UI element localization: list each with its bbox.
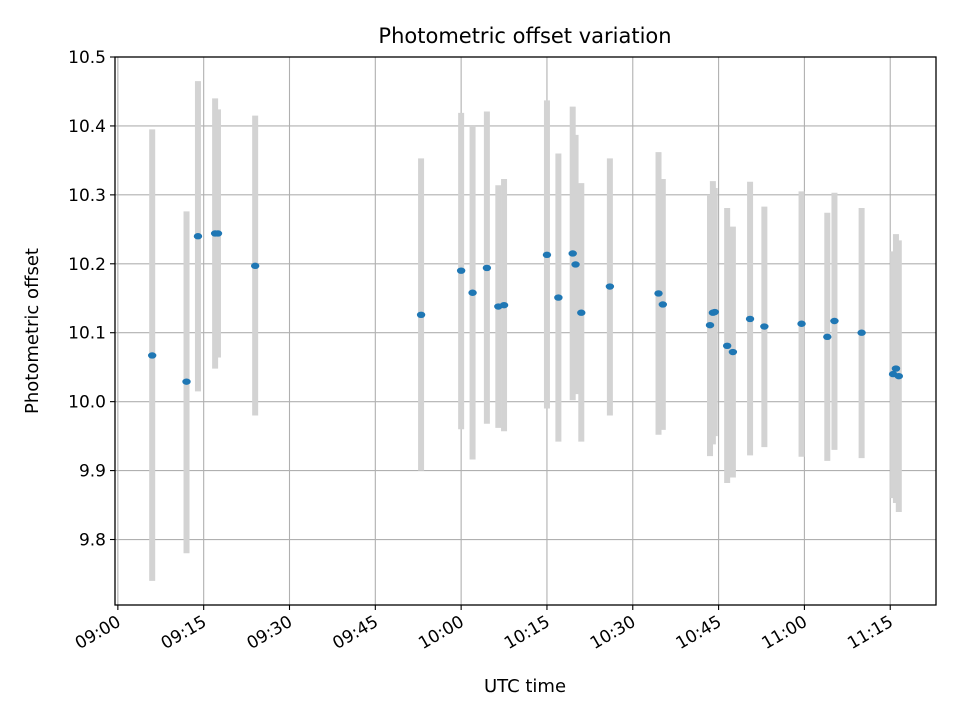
data-point (760, 323, 769, 330)
data-point (797, 320, 806, 327)
y-axis-label: Photometric offset (22, 248, 43, 414)
data-point (823, 333, 832, 341)
data-point (250, 262, 260, 270)
data-point (894, 372, 904, 380)
y-tick-label: 10.4 (68, 117, 106, 137)
data-point (193, 233, 203, 240)
data-point (857, 329, 866, 336)
data-point (571, 261, 580, 268)
y-tick-label: 9.9 (79, 462, 106, 482)
data-point (482, 264, 492, 272)
data-point (830, 317, 839, 325)
data-point (728, 348, 738, 356)
data-point (542, 251, 552, 259)
data-point (710, 308, 719, 316)
y-tick-label: 10.1 (68, 324, 106, 344)
data-point (654, 290, 663, 297)
y-tick-label: 10.0 (68, 393, 106, 413)
data-point (605, 283, 615, 290)
data-point (554, 294, 563, 301)
plot-frame (114, 56, 937, 606)
data-point (456, 267, 466, 274)
data-point (745, 315, 755, 323)
data-point (499, 301, 509, 309)
data-point (658, 301, 668, 308)
data-point (468, 289, 477, 296)
data-point (722, 342, 732, 350)
x-axis-label: UTC time (484, 676, 566, 697)
data-point (213, 230, 223, 237)
y-tick-label: 10.5 (68, 48, 106, 68)
data-point (577, 309, 586, 316)
data-point (891, 365, 901, 372)
data-point (147, 352, 157, 359)
data-points (147, 230, 904, 385)
chart-title: Photometric offset variation (378, 24, 671, 48)
y-tick-label: 10.2 (68, 255, 106, 275)
data-point (182, 378, 191, 385)
data-point (705, 321, 715, 329)
data-point (568, 250, 577, 257)
y-tick-label: 9.8 (79, 531, 106, 551)
y-tick-label: 10.3 (68, 186, 106, 206)
data-point (416, 311, 426, 319)
